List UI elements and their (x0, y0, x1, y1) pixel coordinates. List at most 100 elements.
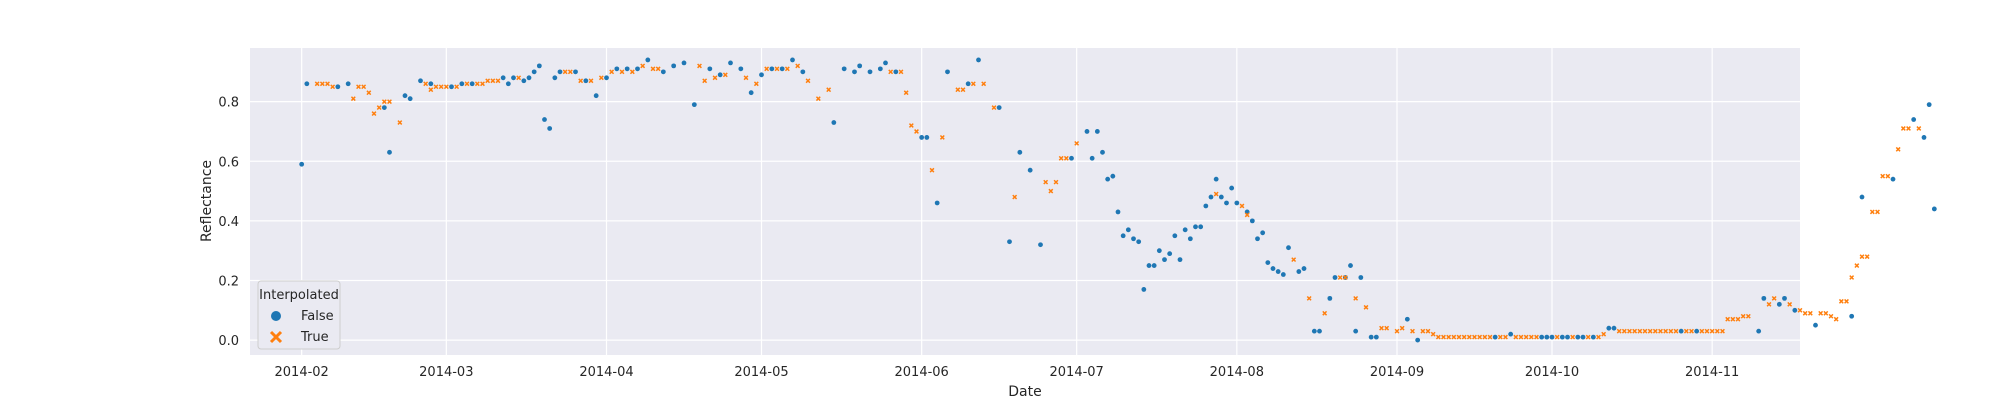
data-point-true (1895, 146, 1901, 152)
data-point-false (728, 60, 733, 66)
data-point-true (1456, 334, 1462, 340)
data-point-false (1549, 334, 1555, 340)
data-point-false (1353, 328, 1359, 334)
data-point-true (1503, 334, 1508, 340)
data-point-false (1249, 218, 1255, 224)
data-point-true (1523, 334, 1529, 340)
data-point-false (852, 69, 857, 75)
data-point-false (1756, 328, 1762, 334)
data-point-true (1487, 334, 1493, 340)
data-point-false (934, 200, 940, 206)
data-point-false (1890, 176, 1896, 182)
data-point-true (1430, 331, 1436, 337)
data-point-false (614, 66, 620, 72)
data-point-true (1451, 334, 1457, 340)
data-point-false (707, 66, 713, 72)
data-point-false (1089, 155, 1095, 161)
data-point-true (1399, 325, 1405, 331)
data-point-true (1652, 328, 1658, 334)
data-point-false (521, 78, 527, 84)
data-point-true (516, 75, 522, 81)
data-point-false (1813, 322, 1818, 328)
data-point-false (381, 105, 387, 111)
data-point-true (939, 134, 945, 140)
data-point-true (1596, 334, 1601, 340)
data-point-true (1838, 298, 1844, 304)
data-point-false (536, 63, 542, 69)
data-point-false (1229, 185, 1235, 191)
data-point-false (345, 81, 351, 87)
data-point-true (991, 105, 997, 111)
data-point-false (800, 69, 806, 75)
data-point-true (722, 72, 728, 78)
data-point-false (407, 96, 413, 102)
data-point-false (1234, 200, 1240, 206)
data-point-false (1069, 155, 1074, 161)
data-point-false (877, 66, 883, 72)
data-point-false (635, 66, 640, 72)
data-point-false (893, 69, 899, 75)
x-axis-ticks: 2014-02 2014-03 2014-04 2014-05 2014-06 2014-… (275, 365, 1740, 380)
data-point-true (784, 66, 790, 72)
data-point-true (330, 84, 336, 90)
data-point-true (371, 111, 377, 117)
data-point-false (1167, 251, 1173, 257)
data-point-false (671, 63, 677, 69)
data-point-true (1063, 155, 1069, 161)
data-point-false (1678, 328, 1684, 334)
data-point-false (1275, 269, 1281, 274)
data-point-false (1926, 102, 1932, 108)
data-point-true (1410, 328, 1415, 334)
data-point-true (1859, 254, 1865, 260)
data-point-true (960, 87, 966, 93)
data-point-true (1869, 209, 1875, 215)
data-point-false (1203, 203, 1209, 209)
data-point-true (1621, 328, 1627, 334)
data-point-true (356, 84, 361, 90)
data-point-true (1647, 328, 1653, 334)
data-point-true (1823, 310, 1829, 316)
data-point-true (1658, 328, 1663, 334)
data-point-false (779, 66, 785, 72)
data-point-true (1771, 295, 1777, 301)
data-point-false (542, 117, 547, 122)
data-point-false (759, 72, 764, 78)
data-point-true (774, 66, 780, 72)
data-point-true (1616, 328, 1622, 334)
data-point-false (857, 63, 863, 69)
data-point-false (459, 81, 465, 87)
data-point-true (1353, 295, 1359, 301)
data-point-false (505, 81, 511, 87)
data-point-false (1492, 334, 1498, 340)
data-point-false (531, 69, 537, 75)
data-point-false (1213, 176, 1219, 182)
data-point-true (319, 81, 325, 87)
data-point-false (769, 66, 775, 72)
data-point-false (1327, 295, 1333, 301)
data-point-false (1358, 275, 1364, 280)
data-point-true (1384, 325, 1390, 331)
data-point-true (454, 84, 460, 90)
data-point-true (1864, 254, 1870, 260)
data-point-true (1802, 310, 1808, 316)
data-point-true (955, 87, 961, 93)
data-point-true (567, 69, 573, 75)
data-point-true (1668, 328, 1674, 334)
data-point-true (433, 84, 439, 90)
data-point-false (1218, 194, 1224, 200)
data-point-false (1792, 307, 1798, 313)
data-point-true (1916, 126, 1922, 131)
data-point-true (1663, 328, 1669, 334)
x-tick-label: 2014-10 (1525, 365, 1579, 380)
data-point-false (681, 60, 687, 66)
data-point-true (1048, 188, 1054, 194)
x-tick-label: 2014-02 (275, 365, 329, 380)
data-point-true (562, 69, 568, 75)
data-point-true (1472, 334, 1477, 340)
data-point-false (1590, 334, 1596, 340)
data-point-true (1906, 126, 1911, 131)
data-point-false (1539, 334, 1545, 340)
data-point-false (1131, 236, 1136, 242)
data-point-true (314, 81, 320, 87)
